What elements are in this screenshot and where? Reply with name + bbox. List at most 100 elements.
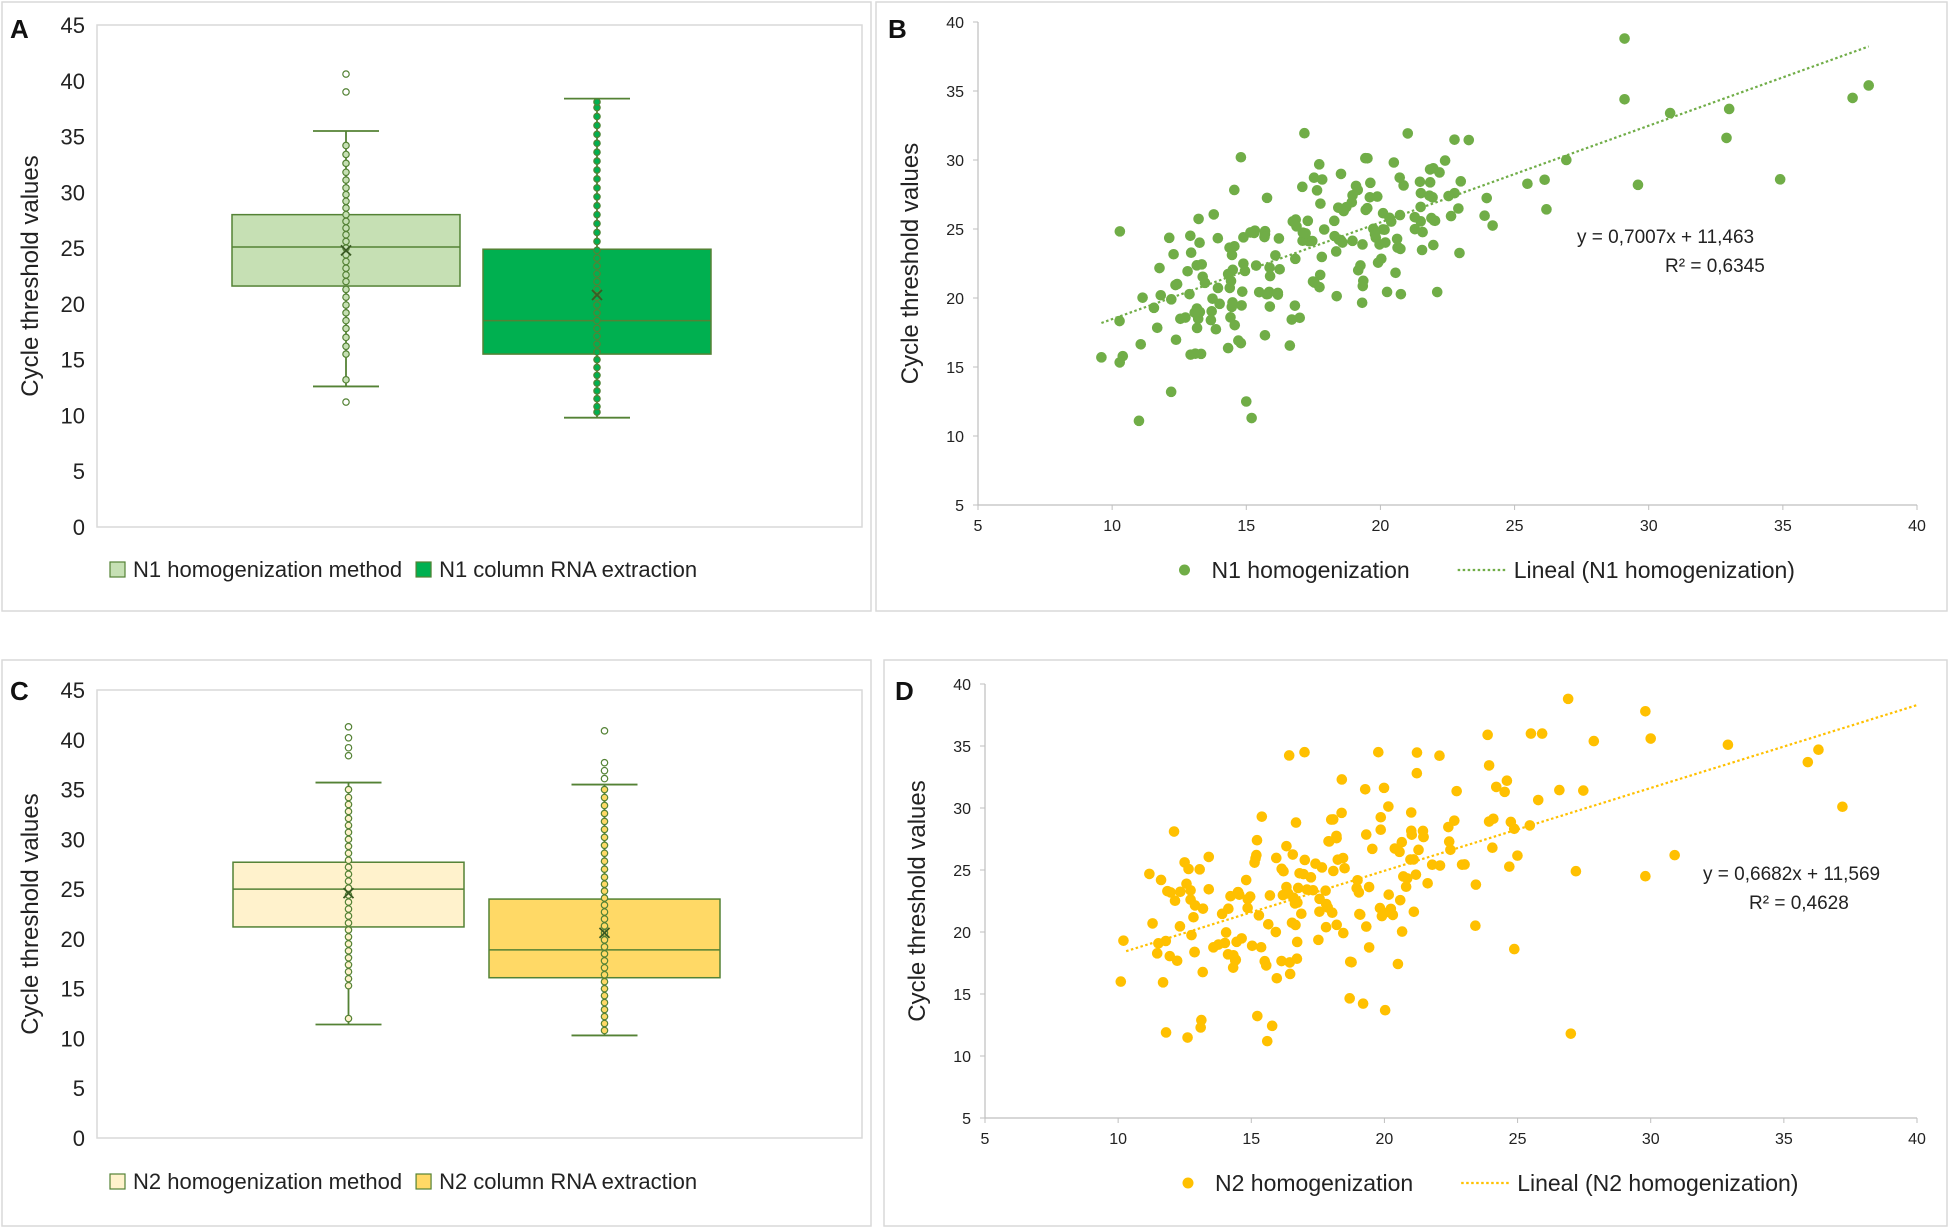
data-point: [1308, 172, 1320, 184]
data-point: [1565, 1028, 1577, 1039]
data-point: [342, 316, 350, 325]
data-point: [600, 1005, 609, 1014]
y-tick-label: 35: [61, 778, 85, 803]
y-tick-label: 45: [61, 678, 85, 703]
data-point: [1487, 220, 1498, 231]
data-point: [1249, 857, 1260, 868]
data-point: [600, 943, 609, 951]
data-point: [1236, 300, 1247, 311]
data-point: [1434, 750, 1445, 762]
x-tick-label: 15: [1237, 518, 1255, 535]
y-tick-label: 15: [946, 360, 964, 377]
data-point: [1155, 289, 1167, 301]
data-point: [593, 246, 601, 255]
data-point: [1252, 1010, 1263, 1022]
data-point: [1388, 157, 1400, 168]
data-point: [1147, 918, 1158, 929]
data-point: [593, 348, 601, 356]
data-point: [1325, 814, 1337, 825]
data-point: [1395, 288, 1407, 300]
data-point: [342, 324, 350, 333]
data-point: [593, 394, 601, 403]
x-tick-label: 40: [1908, 1131, 1926, 1148]
data-point: [1418, 831, 1429, 843]
data-point: [344, 981, 353, 990]
data-point: [1525, 728, 1537, 739]
data-point: [1115, 976, 1127, 987]
data-point: [1286, 917, 1298, 929]
data-point: [1194, 864, 1205, 875]
data-point: [1396, 926, 1408, 937]
data-point: [1225, 275, 1237, 287]
data-point: [1837, 801, 1848, 813]
data-point: [1239, 265, 1251, 277]
data-point: [1443, 836, 1455, 847]
data-point: [1307, 235, 1318, 247]
data-point: [1261, 1035, 1273, 1047]
data-point: [342, 277, 350, 286]
data-point: [1373, 746, 1384, 758]
x-tick-label: 10: [1103, 518, 1121, 535]
data-point: [1271, 972, 1283, 984]
data-point: [593, 184, 601, 192]
y-tick-label: 10: [61, 403, 85, 428]
data-point: [344, 800, 353, 809]
y-tick-label: 30: [953, 801, 971, 818]
data-point: [600, 950, 609, 958]
data-point: [1313, 159, 1325, 170]
data-point: [1344, 993, 1355, 1004]
data-point: [600, 970, 609, 979]
data-point: [1256, 811, 1268, 822]
y-tick-label: 10: [946, 429, 964, 446]
data-point: [1316, 174, 1328, 185]
data-point: [600, 977, 609, 986]
y-tick-label: 25: [953, 863, 971, 880]
data-point: [1180, 312, 1191, 323]
data-point: [1443, 821, 1454, 833]
data-point: [1588, 735, 1600, 747]
data-point: [1186, 929, 1197, 941]
x-tick-label: 10: [1109, 1131, 1127, 1148]
data-point: [600, 849, 609, 858]
y-tick-label: 0: [73, 1126, 85, 1151]
data-point: [1197, 903, 1209, 914]
data-point: [344, 807, 353, 816]
outlier-point: [344, 723, 353, 731]
data-point: [342, 168, 350, 177]
data-point: [600, 880, 609, 888]
data-point: [600, 817, 609, 826]
data-point: [1212, 282, 1224, 294]
data-point: [1320, 885, 1331, 896]
y-tick-label: 25: [61, 877, 85, 902]
data-point: [1261, 192, 1273, 204]
data-point: [1242, 893, 1254, 905]
data-point: [600, 998, 609, 1007]
data-point: [1350, 180, 1362, 192]
data-point: [344, 849, 353, 858]
outlier-point: [600, 774, 609, 783]
panel-C-frame: [1, 659, 872, 1227]
data-point: [1424, 164, 1436, 175]
data-point: [1270, 926, 1282, 938]
data-point: [593, 148, 601, 156]
data-point: [593, 332, 601, 341]
x-tick-label: 40: [1908, 518, 1926, 535]
data-point: [1315, 198, 1326, 209]
data-point: [1721, 132, 1732, 144]
data-point: [1316, 862, 1328, 873]
data-point: [1168, 248, 1179, 260]
data-point: [1365, 177, 1376, 189]
data-point: [1645, 733, 1657, 744]
data-point: [1185, 247, 1197, 259]
data-point: [1133, 415, 1145, 427]
data-point: [1359, 783, 1371, 795]
outlier-point: [344, 743, 353, 752]
data-point: [1290, 253, 1301, 265]
plot-area: [96, 689, 863, 1139]
data-point: [1410, 869, 1422, 880]
x-tick-label: 35: [1775, 1131, 1793, 1148]
data-point: [1338, 205, 1350, 217]
data-point: [1191, 260, 1203, 271]
data-point: [342, 271, 350, 279]
legend-label-series: N2 homogenization: [1215, 1170, 1413, 1196]
